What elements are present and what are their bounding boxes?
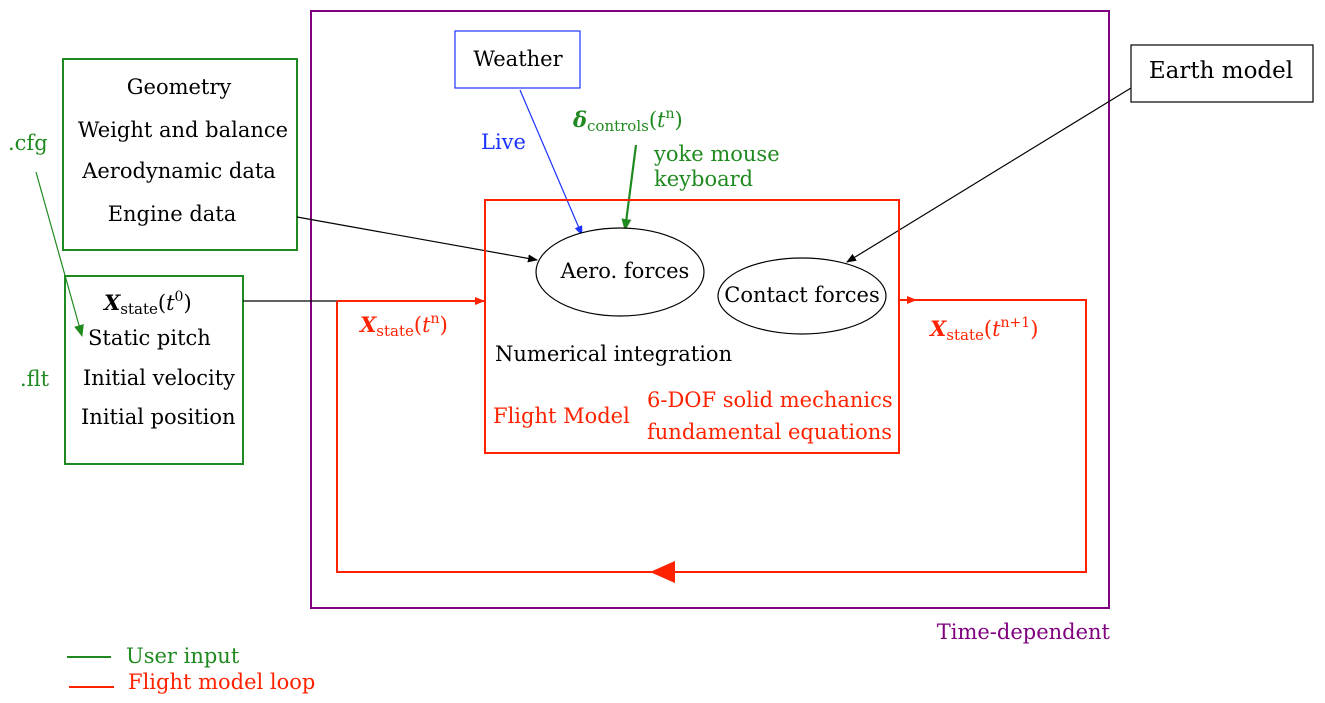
weather-box[interactable] [454, 30, 581, 89]
config-item-aero-data: Aerodynamic data [81, 159, 276, 183]
aircraft-config-box[interactable] [62, 58, 298, 251]
earth-model-label: Earth model [1149, 58, 1293, 84]
config-item-engine-data: Engine data [108, 202, 237, 226]
controls-arrow [621, 144, 638, 231]
controls-devices-line1: yoke mouse [653, 142, 780, 166]
weather-live-label: Live [481, 130, 526, 154]
contact-forces-node[interactable] [717, 257, 887, 335]
flight-model-title: Flight Model [493, 404, 630, 428]
config-to-aero-arrow [296, 216, 538, 263]
flt-file-label: .flt [20, 367, 50, 391]
legend-flight-loop-label: Flight model loop [128, 670, 315, 694]
weather-arrow [519, 89, 583, 236]
controls-devices-line2: keyboard [654, 167, 753, 191]
config-item-geometry: Geometry [127, 75, 232, 99]
time-dependent-label: Time-dependent [937, 620, 1111, 644]
cfg-file-arrow [35, 171, 84, 337]
loop-output-state-label: Xstate(tn+1) [928, 315, 1038, 344]
initial-item-static-pitch: Static pitch [88, 326, 211, 350]
time-dependent-frame [310, 10, 1110, 609]
earth-model-arrow [846, 87, 1132, 263]
equations-line2: fundamental equations [647, 420, 892, 444]
cfg-file-label: .cfg [8, 131, 48, 155]
contact-forces-label: Contact forces [724, 283, 880, 307]
numerical-integration-label: Numerical integration [495, 342, 732, 366]
earth-model-box[interactable] [1130, 44, 1314, 103]
flight-model-box[interactable] [484, 199, 900, 454]
loop-input-state-label: Xstate(tn) [358, 311, 448, 340]
weather-label: Weather [473, 47, 563, 71]
loop-path [336, 299, 1087, 573]
aero-forces-node[interactable] [535, 227, 705, 317]
controls-label: δcontrols(tn) [572, 106, 683, 135]
equations-line1: 6-DOF solid mechanics [647, 388, 893, 412]
initial-state-label: Xstate(t0) [102, 289, 192, 318]
loop-direction-arrowhead [650, 561, 675, 583]
initial-item-velocity: Initial velocity [83, 366, 235, 390]
initial-state-box[interactable] [64, 275, 244, 465]
aero-forces-label: Aero. forces [560, 259, 690, 283]
legend-user-input-label: User input [126, 644, 240, 668]
initial-item-position: Initial position [81, 405, 236, 429]
config-item-weight-balance: Weight and balance [78, 118, 288, 142]
